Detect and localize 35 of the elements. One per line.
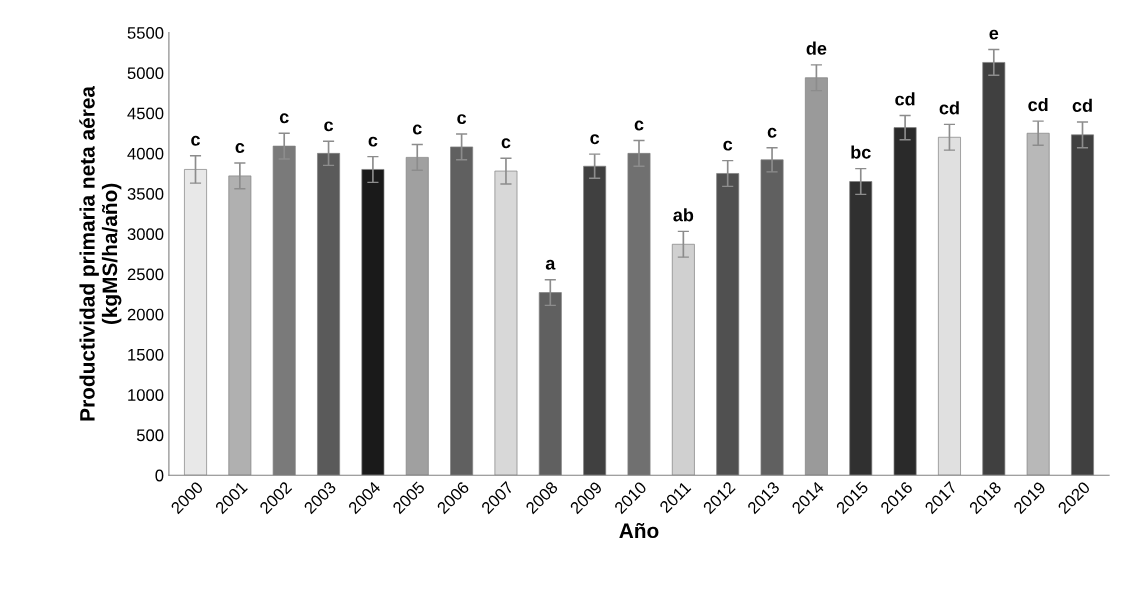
y-tick-label: 2000 bbox=[127, 308, 164, 321]
y-axis-title: Productividad primaria neta aérea (kgMS/ha/año) bbox=[79, 85, 122, 421]
data-label: e bbox=[989, 29, 999, 40]
y-tick-label: 0 bbox=[155, 469, 164, 482]
data-label: cd bbox=[1072, 98, 1092, 112]
data-label: c bbox=[235, 143, 245, 154]
data-label: c bbox=[191, 135, 200, 146]
data-label: a bbox=[545, 259, 556, 270]
data-label: c bbox=[412, 124, 422, 135]
data-label: de bbox=[806, 41, 827, 55]
data-label: c bbox=[368, 136, 378, 147]
y-tick-label: 3000 bbox=[127, 228, 164, 241]
data-label: cd bbox=[939, 101, 959, 115]
x-axis-title: Año bbox=[619, 522, 659, 539]
y-tick-label: 4500 bbox=[127, 107, 164, 120]
data-label: c bbox=[723, 140, 733, 151]
y-tick-label: 5500 bbox=[127, 27, 164, 39]
y-tick-label: 3500 bbox=[127, 187, 164, 200]
data-label: c bbox=[634, 120, 644, 131]
y-tick-label: 500 bbox=[136, 429, 164, 442]
data-label: c bbox=[457, 114, 467, 125]
y-tick-label: 1500 bbox=[128, 348, 164, 361]
data-label: bc bbox=[851, 145, 871, 159]
data-label: c bbox=[279, 113, 289, 124]
y-tick-label: 4000 bbox=[127, 147, 164, 160]
data-label: c bbox=[324, 121, 334, 132]
y-tick-label: 5000 bbox=[127, 67, 164, 80]
y-tick-label: 1000 bbox=[128, 389, 164, 401]
data-label: ab bbox=[673, 208, 694, 222]
y-tick-label: 2500 bbox=[127, 268, 164, 281]
data-label: c bbox=[590, 134, 600, 145]
data-label: c bbox=[767, 127, 777, 138]
data-label: cd bbox=[895, 92, 915, 106]
data-label: c bbox=[501, 138, 511, 149]
data-label: cd bbox=[1028, 97, 1048, 112]
